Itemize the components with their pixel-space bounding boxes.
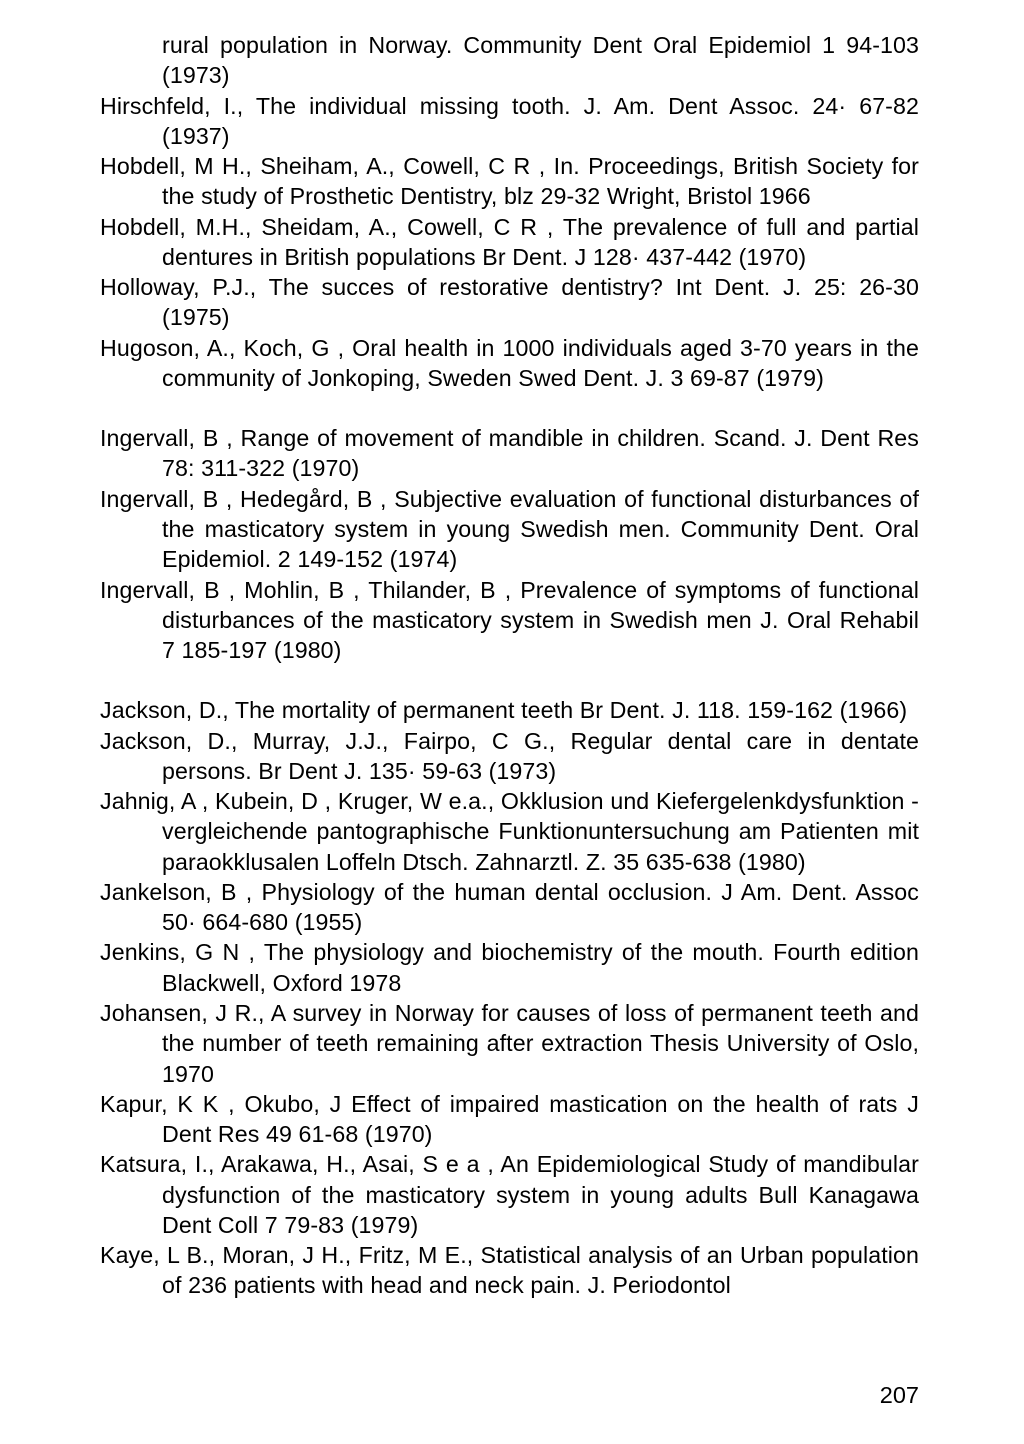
reference-entry: Jankelson, B , Physiology of the human d… (100, 877, 919, 938)
reference-entry: Jahnig, A , Kubein, D , Kruger, W e.a., … (100, 786, 919, 877)
reference-entry: Ingervall, B , Hedegård, B , Subjective … (100, 484, 919, 575)
reference-entry: Hobdell, M.H., Sheidam, A., Cowell, C R … (100, 212, 919, 273)
references-list: rural population in Norway. Community De… (100, 30, 919, 1301)
reference-entry: Kapur, K K , Okubo, J Effect of impaired… (100, 1089, 919, 1150)
reference-entry: Johansen, J R., A survey in Norway for c… (100, 998, 919, 1089)
reference-entry: Kaye, L B., Moran, J H., Fritz, M E., St… (100, 1240, 919, 1301)
reference-entry: Jenkins, G N , The physiology and bioche… (100, 937, 919, 998)
reference-continuation: rural population in Norway. Community De… (100, 30, 919, 91)
group-gap (100, 393, 919, 423)
reference-entry: Holloway, P.J., The succes of restorativ… (100, 272, 919, 333)
page-number: 207 (880, 1382, 919, 1409)
reference-entry: Hobdell, M H., Sheiham, A., Cowell, C R … (100, 151, 919, 212)
reference-entry: Jackson, D., Murray, J.J., Fairpo, C G.,… (100, 726, 919, 787)
reference-entry: Ingervall, B , Range of movement of mand… (100, 423, 919, 484)
page: rural population in Norway. Community De… (0, 0, 1024, 1444)
reference-entry: Katsura, I., Arakawa, H., Asai, S e a , … (100, 1149, 919, 1240)
reference-entry: Ingervall, B , Mohlin, B , Thilander, B … (100, 575, 919, 666)
reference-entry: Hugoson, A., Koch, G , Oral health in 10… (100, 333, 919, 394)
reference-entry: Jackson, D., The mortality of permanent … (100, 695, 919, 725)
group-gap (100, 665, 919, 695)
reference-entry: Hirschfeld, I., The individual missing t… (100, 91, 919, 152)
